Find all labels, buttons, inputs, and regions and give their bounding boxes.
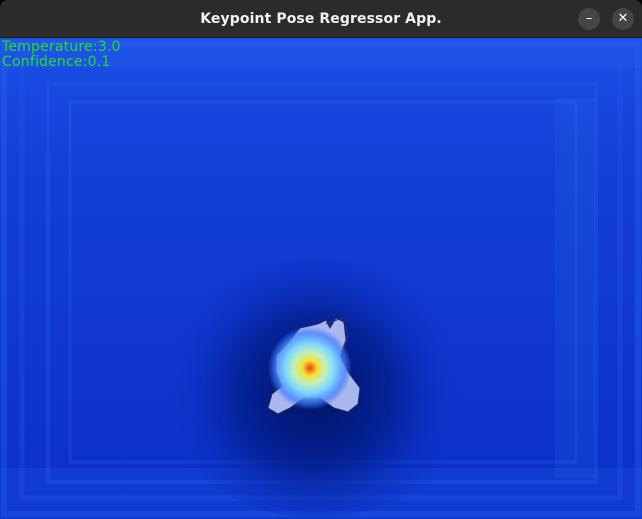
title-bar[interactable]: Keypoint Pose Regressor App. – ✕: [0, 0, 642, 38]
window-title: Keypoint Pose Regressor App.: [200, 11, 442, 27]
close-button[interactable]: ✕: [612, 8, 634, 30]
heatmap-peak: [267, 326, 351, 410]
temperature-label: Temperature:3.0: [2, 39, 121, 55]
heatmap-image: [0, 38, 642, 519]
minimize-icon: –: [585, 11, 593, 26]
confidence-label: Confidence:0.1: [2, 54, 111, 70]
close-icon: ✕: [617, 11, 629, 26]
heatmap-canvas: [0, 38, 642, 519]
minimize-button[interactable]: –: [578, 8, 600, 30]
